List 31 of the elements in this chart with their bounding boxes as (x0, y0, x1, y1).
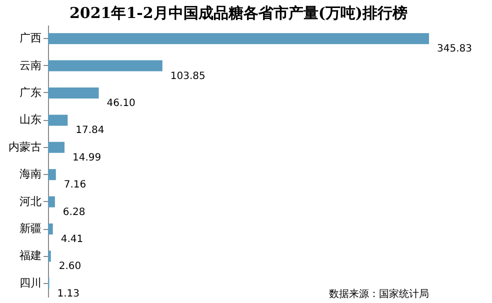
data-label: 1.13 (57, 288, 80, 300)
data-label: 4.41 (60, 234, 84, 245)
y-tick-label: 海南 (20, 168, 42, 181)
data-label: 7.16 (64, 180, 86, 191)
data-label: 17.84 (76, 125, 104, 136)
data-label: 345.83 (437, 44, 472, 55)
y-tick-label: 云南 (20, 58, 42, 72)
bar (48, 33, 429, 44)
y-tick-label: 四川 (20, 276, 42, 290)
data-label: 46.10 (106, 98, 136, 109)
bar (48, 87, 99, 99)
y-tick-label: 山东 (20, 113, 42, 126)
data-label: 14.99 (72, 152, 102, 164)
y-tick-label: 福建 (20, 249, 42, 262)
bar (48, 196, 55, 208)
bar (48, 223, 53, 235)
annotation: 数据来源：国家统计局 (329, 288, 429, 300)
bar (48, 250, 51, 262)
y-tick-label: 内蒙古 (8, 140, 42, 154)
y-tick-label: 新疆 (20, 222, 42, 235)
y-tick-label: 广东 (20, 86, 42, 99)
data-label: 103.85 (170, 70, 206, 82)
data-label: 2.60 (58, 261, 82, 272)
bar (48, 169, 56, 180)
data-label: 6.28 (62, 206, 86, 218)
y-tick-label: 广西 (20, 32, 42, 45)
y-tick-label: 河北 (20, 194, 42, 208)
bar (48, 114, 68, 126)
chart-title: 2021年1-2月中国成品糖各省市产量(万吨)排行榜 (69, 4, 408, 22)
bar (48, 142, 65, 153)
bar (48, 60, 162, 72)
